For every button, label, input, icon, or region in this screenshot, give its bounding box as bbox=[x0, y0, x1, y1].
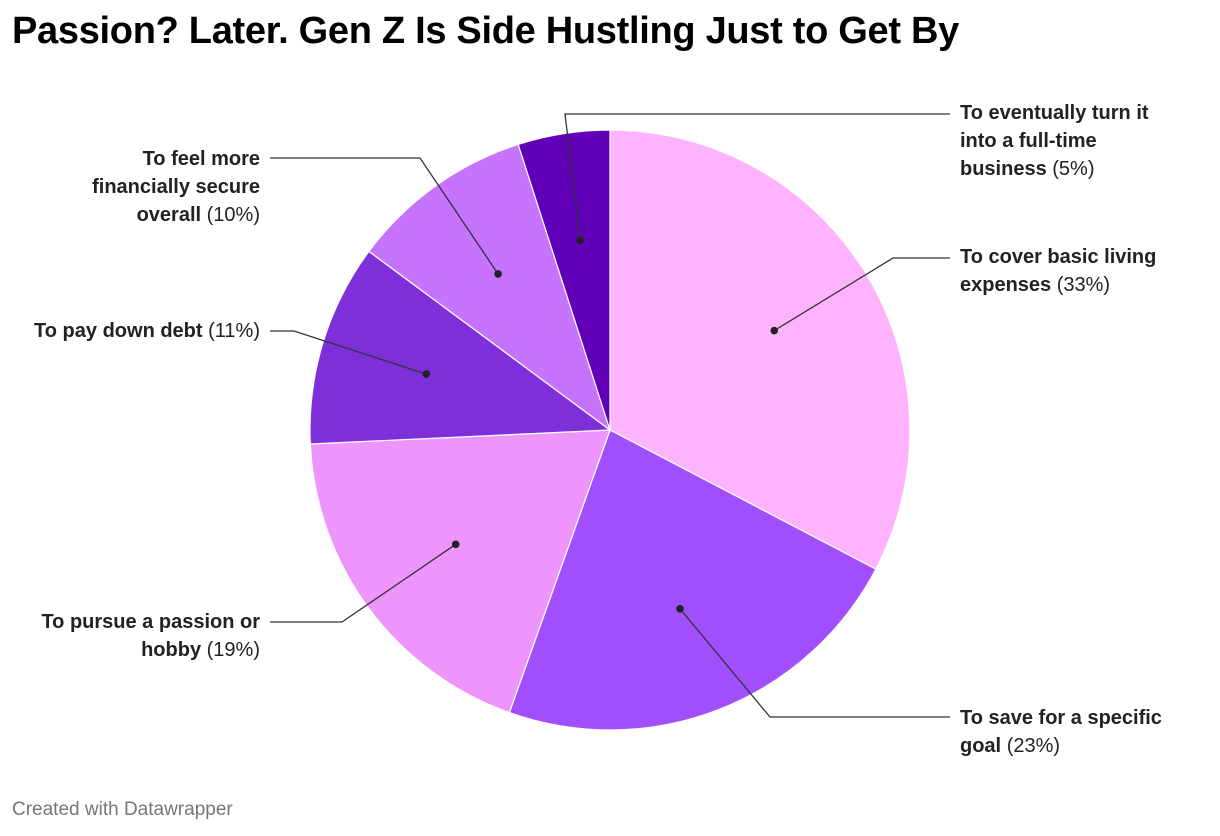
label-name: To eventually turn it into a full-time b… bbox=[960, 102, 1149, 180]
leader-line bbox=[773, 257, 950, 332]
leader-dot bbox=[422, 370, 431, 378]
label-value: (23%) bbox=[1006, 735, 1061, 757]
slice-passion-hobby bbox=[309, 429, 611, 714]
label-name: To feel more financially secure overall bbox=[92, 148, 260, 226]
slice-pay-debt bbox=[309, 250, 612, 445]
leader-dot bbox=[494, 270, 502, 278]
leader-dot bbox=[576, 236, 585, 245]
label-value: (33%) bbox=[1056, 274, 1111, 296]
label-name: To pay down debt bbox=[34, 320, 203, 342]
leader-line bbox=[679, 608, 950, 718]
label-name: To save for a specific goal bbox=[960, 707, 1162, 757]
leader-dot bbox=[770, 326, 779, 335]
slice-financially-secure bbox=[368, 143, 612, 432]
label-value: (11%) bbox=[208, 320, 260, 342]
label-cover-expenses: To cover basic living expenses (33%) bbox=[960, 243, 1200, 299]
label-full-time-business: To eventually turn it into a full-time b… bbox=[960, 99, 1185, 183]
leader-line bbox=[270, 543, 457, 623]
label-passion-hobby: To pursue a passion or hobby (19%) bbox=[10, 608, 260, 664]
label-value: (10%) bbox=[206, 204, 260, 226]
leader-line bbox=[270, 330, 427, 375]
label-name: To cover basic living expenses bbox=[960, 246, 1157, 296]
leader-dot bbox=[676, 604, 684, 613]
chart-title: Passion? Later. Gen Z Is Side Hustling J… bbox=[12, 10, 959, 52]
label-pay-debt: To pay down debt (11%) bbox=[10, 317, 260, 345]
slice-full-time-business bbox=[517, 129, 611, 431]
label-save-goal: To save for a specific goal (23%) bbox=[960, 704, 1200, 760]
label-value: (19%) bbox=[206, 639, 260, 661]
label-value: (5%) bbox=[1052, 158, 1095, 180]
leader-dot bbox=[451, 540, 460, 549]
label-name: To pursue a passion or hobby bbox=[41, 611, 260, 661]
credit-text: Created with Datawrapper bbox=[12, 799, 233, 820]
leader-line bbox=[270, 157, 499, 275]
leader-line bbox=[564, 113, 950, 241]
label-financially-secure: To feel more financially secure overall … bbox=[60, 145, 260, 229]
slice-save-goal bbox=[508, 429, 877, 731]
